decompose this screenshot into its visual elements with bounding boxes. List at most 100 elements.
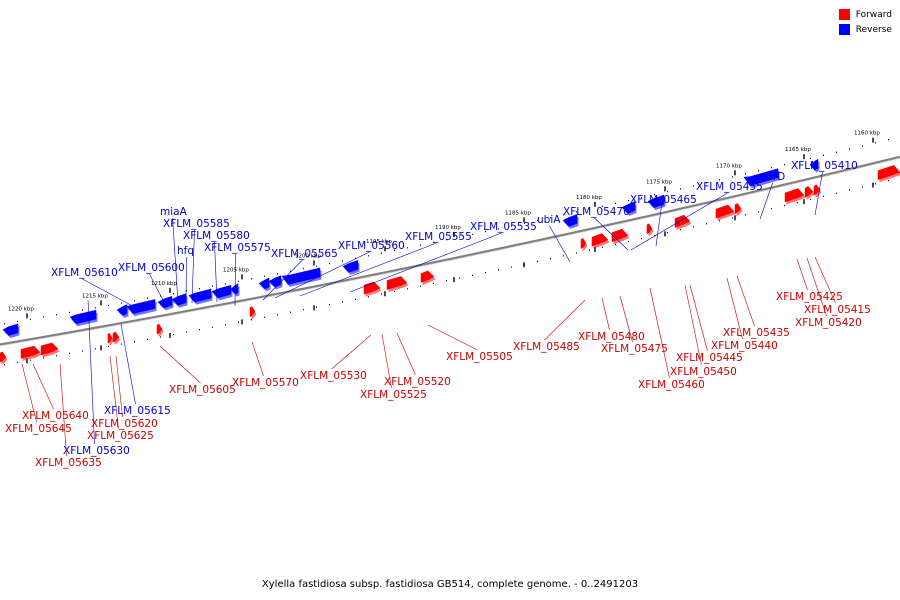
forward-gene-label-leader xyxy=(109,355,119,430)
reverse-gene-label: XFLM_05630 xyxy=(63,445,130,457)
legend-label-forward: Forward xyxy=(855,9,892,20)
reverse-gene-label: ubiA xyxy=(537,214,561,226)
forward-gene-label: XFLM_05525 xyxy=(360,389,427,401)
legend: Forward Reverse xyxy=(838,9,892,39)
forward-gene-label: XFLM_05450 xyxy=(670,366,737,378)
forward-gene xyxy=(813,184,821,196)
reverse-gene-label: hfq xyxy=(177,245,194,257)
forward-gene xyxy=(156,323,163,335)
tick-label: 1205 kbp xyxy=(223,267,249,273)
reverse-gene-label-leader xyxy=(759,182,773,220)
reverse-swatch xyxy=(838,24,850,35)
tick-label: 1190 kbp xyxy=(435,225,461,231)
reverse-gene xyxy=(116,304,128,316)
forward-gene-label: XFLM_05435 xyxy=(723,327,790,339)
legend-item-reverse: Reverse xyxy=(838,24,892,35)
tick-label: 1185 kbp xyxy=(505,210,531,216)
reverse-gene-label: XFLM_05580 xyxy=(183,230,250,242)
reverse-gene xyxy=(342,260,359,273)
tick-label: 1180 kbp xyxy=(576,195,602,201)
forward-gene xyxy=(40,342,59,356)
forward-gene-label-leader xyxy=(649,287,670,379)
reverse-gene xyxy=(258,277,270,290)
reverse-gene xyxy=(2,323,19,336)
backbone-line xyxy=(0,155,900,346)
forward-gene-label-leader xyxy=(381,333,392,389)
forward-gene-label: XFLM_05640 xyxy=(22,410,89,422)
tick-label: 1195 kbp xyxy=(366,239,392,245)
forward-gene-label: XFLM_05480 xyxy=(578,331,645,343)
reverse-gene-label-leader xyxy=(594,217,629,251)
reverse-gene-label-leader xyxy=(82,278,141,311)
forward-gene-label: XFLM_05425 xyxy=(776,291,843,303)
reverse-gene-label-leader xyxy=(234,253,236,307)
forward-gene-label: XFLM_05420 xyxy=(795,317,862,329)
reverse-gene-label: miaA xyxy=(160,206,188,218)
forward-gene xyxy=(674,214,691,228)
forward-swatch xyxy=(838,9,850,20)
forward-gene-label: XFLM_05570 xyxy=(232,377,299,389)
forward-gene-label-leader xyxy=(796,258,808,291)
tick-label: 1175 kbp xyxy=(646,179,672,185)
forward-gene-label: XFLM_05445 xyxy=(676,352,743,364)
forward-gene-label-leader xyxy=(684,284,702,366)
forward-gene-label: XFLM_05415 xyxy=(804,304,871,316)
forward-gene xyxy=(580,238,587,249)
forward-gene-label: XFLM_05475 xyxy=(601,343,668,355)
forward-gene-label-leader xyxy=(396,332,416,376)
forward-gene-label: XFLM_05530 xyxy=(300,370,367,382)
forward-gene xyxy=(386,276,408,290)
map-caption: Xylella fastidiosa subsp. fastidiosa GB5… xyxy=(261,579,639,590)
reverse-gene xyxy=(171,293,187,306)
reverse-gene-label-leader xyxy=(120,323,136,405)
reverse-gene-label: XFLM_05555 xyxy=(405,231,472,243)
reverse-gene xyxy=(562,214,578,227)
reverse-gene-label: XFLM_05465 xyxy=(630,194,697,206)
forward-gene-label: XFLM_05505 xyxy=(446,351,513,363)
forward-gene-label-leader xyxy=(159,345,201,384)
forward-gene xyxy=(420,270,435,283)
reverse-gene-label: uvrD xyxy=(760,171,785,183)
forward-gene-label-leader xyxy=(59,363,67,457)
forward-gene xyxy=(0,351,7,363)
reverse-gene-label: XFLM_05410 xyxy=(791,160,858,172)
tick-label: 1165 kbp xyxy=(785,147,811,153)
reverse-gene xyxy=(621,201,636,214)
forward-gene xyxy=(646,223,653,235)
forward-gene-label-leader xyxy=(32,363,54,410)
forward-gene-label-leader xyxy=(736,275,755,327)
legend-label-reverse: Reverse xyxy=(855,24,892,35)
reverse-gene-label: XFLM_05575 xyxy=(204,242,271,254)
reverse-gene-label: XFLM_05565 xyxy=(271,248,338,260)
forward-gene xyxy=(877,165,900,181)
reverse-gene-label-leader xyxy=(214,241,218,303)
reverse-gene-label: XFLM_05585 xyxy=(163,218,230,230)
forward-gene-label: XFLM_05635 xyxy=(35,457,102,469)
reverse-gene xyxy=(743,168,779,186)
reverse-gene-label: XFLM_05560 xyxy=(338,240,405,252)
forward-gene xyxy=(715,204,735,219)
forward-gene-label: XFLM_05645 xyxy=(5,423,72,435)
reverse-gene xyxy=(268,275,282,288)
forward-gene xyxy=(734,203,742,215)
forward-gene-label: XFLM_05625 xyxy=(87,430,154,442)
forward-gene xyxy=(784,188,805,203)
forward-gene-label: XFLM_05520 xyxy=(384,376,451,388)
reverse-gene-label: XFLM_05600 xyxy=(118,262,185,274)
forward-gene-label-leader xyxy=(814,256,836,304)
reverse-gene xyxy=(188,288,212,303)
tick-label: 1220 kbp xyxy=(8,306,34,312)
forward-gene xyxy=(804,186,814,198)
tick-label: 1215 kbp xyxy=(82,293,108,299)
forward-gene-label-leader xyxy=(21,363,37,423)
forward-gene-label: XFLM_05460 xyxy=(638,379,705,391)
forward-gene-label: XFLM_05620 xyxy=(91,418,158,430)
forward-gene xyxy=(591,233,609,247)
tick-label: 1210 kbp xyxy=(151,281,177,287)
reverse-gene-label: XFLM_05470 xyxy=(563,206,630,218)
reverse-gene-label-leader xyxy=(274,251,370,299)
tick-label: 1160 kbp xyxy=(854,131,880,137)
forward-gene-label-leader xyxy=(619,295,633,343)
backbone-shadow xyxy=(0,157,900,347)
